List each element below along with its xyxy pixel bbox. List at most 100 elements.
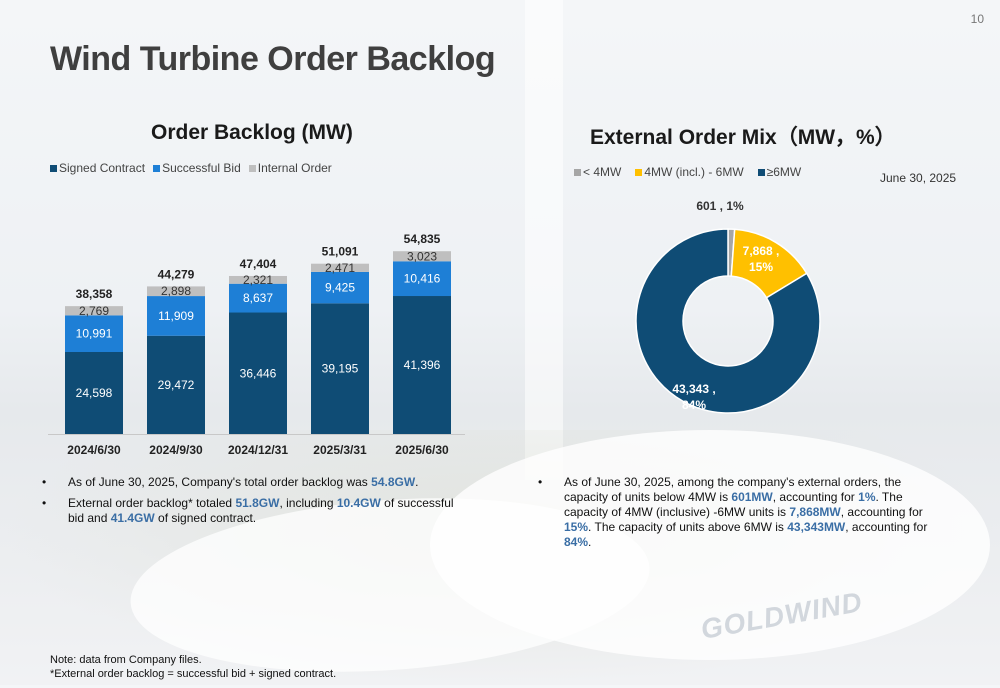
bullet-highlight: 601MW xyxy=(731,490,773,504)
legend-label-internal: Internal Order xyxy=(257,161,332,175)
bar-total-label: 38,358 xyxy=(76,287,113,301)
bullet-text: of successful bid and xyxy=(68,496,454,525)
bullet-text: As of June 30, 2025, Company's total ord… xyxy=(68,475,372,489)
legend-swatch-large xyxy=(757,168,765,176)
background-turbine-tower xyxy=(525,0,563,480)
bar-internal xyxy=(147,286,205,297)
bar-chart-legend: Signed Contract Successful Bid Internal … xyxy=(50,161,332,175)
bar-label-signed: 39,195 xyxy=(322,362,359,376)
bullet-order-mix: As of June 30, 2025, among the company's… xyxy=(534,475,944,550)
legend-swatch-bid xyxy=(153,164,161,172)
legend-label-bid: Successful Bid xyxy=(162,161,241,175)
donut-label-mid-percent: 15% xyxy=(749,260,773,274)
legend-swatch-small xyxy=(574,168,581,176)
bar-signed xyxy=(229,312,287,434)
legend-item-small: < 4MW xyxy=(574,165,621,179)
page-title: Wind Turbine Order Backlog xyxy=(50,40,496,78)
bullet-highlight: 54.8GW xyxy=(371,475,416,489)
donut-label-small: 601 , 1% xyxy=(696,199,744,213)
bullet-highlight: 10.4GW xyxy=(336,496,381,510)
bar-label-bid: 8,637 xyxy=(243,291,273,305)
bullet-highlight: 84% xyxy=(564,535,589,549)
bar-bid xyxy=(229,283,287,313)
x-tick-label: 2025/3/31 xyxy=(313,443,367,457)
background-logo-watermark: GOLDWIND xyxy=(698,586,865,645)
footnote-source: Note: data from Company files. xyxy=(50,654,202,666)
page-number: 10 xyxy=(970,12,984,26)
donut-label-large-percent: 84% xyxy=(682,398,706,412)
legend-item-signed: Signed Contract xyxy=(50,161,145,175)
bar-label-bid: 11,909 xyxy=(158,309,194,323)
bar-label-signed: 41,396 xyxy=(404,358,441,372)
bar-total-label: 47,404 xyxy=(240,257,277,271)
legend-item-internal: Internal Order xyxy=(248,161,332,175)
legend-item-bid: Successful Bid xyxy=(153,161,241,175)
x-tick-label: 2024/12/31 xyxy=(228,443,288,457)
bar-label-signed: 36,446 xyxy=(240,366,277,380)
bar-bid xyxy=(393,261,451,297)
bar-signed xyxy=(65,352,123,434)
bar-label-signed: 24,598 xyxy=(76,386,113,400)
bar-label-bid: 9,425 xyxy=(325,281,355,295)
bar-internal xyxy=(311,263,369,272)
bullet-highlight: 7,868MW xyxy=(789,505,841,519)
bar-label-internal: 3,023 xyxy=(407,249,437,263)
bullet-text: . The capacity of 4MW (inclusive) -6MW u… xyxy=(564,490,903,519)
bar-bid xyxy=(147,296,205,336)
bar-bid xyxy=(65,315,123,353)
bar-internal xyxy=(229,275,287,284)
bar-label-internal: 2,471 xyxy=(325,261,355,275)
x-tick-label: 2025/6/30 xyxy=(395,443,449,457)
donut-label-mid-value: 7,868 , xyxy=(743,244,780,258)
bar-total-label: 51,091 xyxy=(322,245,359,259)
stacked-bar-chart: 24,598 10,991 2,769 38,358 2024/6/30 29,472 11… xyxy=(48,232,465,457)
bar-label-signed: 29,472 xyxy=(158,378,195,392)
bullet-text: , accounting for xyxy=(840,505,923,519)
bullet-highlight: 1% xyxy=(858,490,876,504)
donut-chart-legend: < 4MW 4MW (incl.) - 6MW ≥6MW xyxy=(574,165,801,179)
donut-slice-large xyxy=(635,228,821,414)
donut-chart: 601 , 1% 7,868 , 15% 43,343 , 84% xyxy=(635,199,821,414)
right-bullet-list: As of June 30, 2025, among the company's… xyxy=(534,475,944,556)
bullet-text: . xyxy=(415,475,419,489)
footnote-definition: *External order backlog = successful bid… xyxy=(50,668,337,680)
footnotes: Note: data from Company files. *External… xyxy=(50,653,336,681)
bar-signed xyxy=(393,296,451,434)
legend-label-mid: 4MW (incl.) - 6MW xyxy=(644,165,744,179)
legend-swatch-signed xyxy=(50,164,57,172)
legend-item-large: ≥6MW xyxy=(757,165,802,179)
bar-internal xyxy=(393,251,451,262)
legend-swatch-internal xyxy=(248,164,256,172)
left-bullet-list: As of June 30, 2025, Company's total ord… xyxy=(38,475,468,532)
legend-label-large: ≥6MW xyxy=(766,165,802,179)
bullet-external-backlog: External order backlog* totaled 51.8GW, … xyxy=(38,496,468,526)
bullet-highlight: 51.8GW xyxy=(235,496,280,510)
legend-label-small: < 4MW xyxy=(583,165,622,179)
legend-label-signed: Signed Contract xyxy=(59,161,146,175)
bar-total-label: 44,279 xyxy=(158,267,195,281)
bullet-text: , accounting for xyxy=(772,490,859,504)
bullet-text: . The capacity of units above 6MW is xyxy=(588,520,788,534)
bar-label-internal: 2,898 xyxy=(161,284,191,298)
bar-internal xyxy=(65,306,123,316)
donut-date-label: June 30, 2025 xyxy=(880,171,957,185)
donut-label-large-value: 43,343 , xyxy=(672,382,715,396)
legend-swatch-mid xyxy=(635,168,643,176)
bullet-text: As of June 30, 2025, among the company's… xyxy=(564,475,902,504)
bullet-text: , accounting for xyxy=(845,520,928,534)
bar-signed xyxy=(147,335,205,434)
bar-label-bid: 10,416 xyxy=(404,272,441,286)
bullet-text: of signed contract. xyxy=(154,511,257,525)
x-tick-label: 2024/9/30 xyxy=(149,443,203,457)
bullet-text: . xyxy=(588,535,592,549)
bullet-highlight: 43,343MW xyxy=(787,520,846,534)
bar-total-label: 54,835 xyxy=(404,232,441,246)
bullet-highlight: 41.4GW xyxy=(110,511,155,525)
bar-chart-title: Order Backlog (MW) xyxy=(151,121,353,144)
legend-item-mid: 4MW (incl.) - 6MW xyxy=(635,165,744,179)
bullet-highlight: 15% xyxy=(564,520,589,534)
bullet-total-backlog: As of June 30, 2025, Company's total ord… xyxy=(38,475,468,490)
donut-chart-title: External Order Mix（MW，%） xyxy=(590,126,896,149)
bar-bid xyxy=(311,271,369,304)
bullet-text: External order backlog* totaled xyxy=(68,496,236,510)
